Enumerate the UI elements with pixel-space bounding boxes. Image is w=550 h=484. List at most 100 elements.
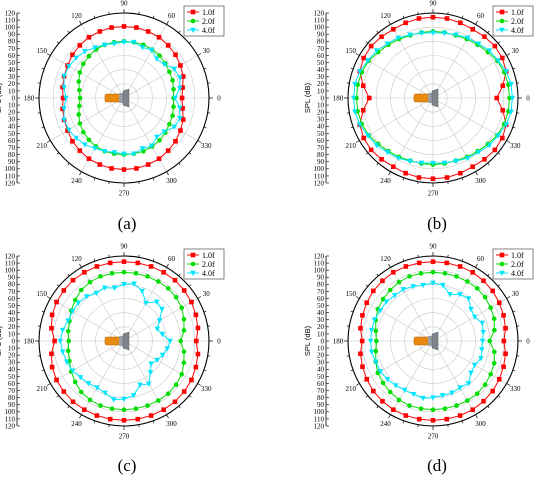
data-point-1.0f bbox=[380, 278, 385, 284]
data-point-4.0f bbox=[57, 338, 64, 344]
radial-tick-label: 50 bbox=[317, 59, 325, 67]
polar-chart-d-svg: 0306090120150180210240270300330010102020… bbox=[303, 243, 534, 441]
radial-tick-label: 100 bbox=[314, 408, 325, 416]
angle-tick-mark bbox=[79, 263, 82, 268]
angle-tick-mark bbox=[487, 273, 490, 277]
polar-chart-a: 0 30 60 90 120 150 180 210 240 270 300 330 0 10 10 20 20… bbox=[0, 0, 275, 242]
angle-tick-label: 120 bbox=[71, 12, 82, 20]
radial-tick-label: 110 bbox=[314, 172, 325, 180]
angle-tick-label: 270 bbox=[428, 433, 439, 441]
data-point-1.0f bbox=[360, 313, 365, 318]
angle-tick-label: 240 bbox=[71, 177, 82, 185]
angle-tick-label: 60 bbox=[477, 255, 485, 263]
angle-tick-label: 60 bbox=[168, 255, 176, 263]
data-point-1.0f bbox=[54, 377, 59, 383]
radial-tick-label: 20 bbox=[8, 323, 16, 331]
data-point-1.0f bbox=[121, 167, 127, 172]
data-point-1.0f bbox=[482, 157, 487, 162]
data-point-1.0f bbox=[195, 325, 201, 331]
radial-tick-label: 120 bbox=[314, 252, 325, 260]
grid-spoke bbox=[359, 97, 434, 141]
caption-c: (c) bbox=[117, 456, 137, 475]
data-point-1.0f bbox=[360, 83, 366, 88]
data-point-2.0f bbox=[109, 271, 115, 276]
data-point-1.0f bbox=[458, 170, 463, 176]
angle-tick-mark bbox=[388, 263, 391, 268]
legend-label-2.0f: 2.0f bbox=[202, 17, 215, 26]
angle-tick-mark bbox=[475, 171, 478, 176]
data-point-1.0f bbox=[180, 106, 185, 111]
data-point-4.0f bbox=[159, 352, 166, 359]
angle-tick-mark bbox=[461, 15, 464, 19]
data-point-1.0f bbox=[70, 399, 76, 405]
data-point-4.0f bbox=[368, 327, 375, 334]
data-point-1.0f bbox=[358, 351, 363, 357]
radial-tick-label: 60 bbox=[317, 380, 325, 388]
data-point-1.0f bbox=[470, 164, 475, 170]
data-point-2.0f bbox=[454, 274, 459, 279]
angle-tick-mark bbox=[512, 67, 516, 70]
data-point-4.0f bbox=[75, 300, 82, 306]
data-point-4.0f bbox=[418, 30, 425, 37]
angle-tick-label: 150 bbox=[36, 290, 47, 298]
data-point-2.0f bbox=[87, 279, 93, 285]
angle-tick-mark bbox=[79, 414, 82, 419]
radial-tick-label: 10 bbox=[317, 344, 325, 352]
data-point-2.0f bbox=[77, 70, 83, 75]
radial-tick-label: 120 bbox=[314, 179, 325, 187]
data-point-4.0f bbox=[63, 95, 69, 101]
angle-tick-mark bbox=[166, 263, 169, 268]
data-point-4.0f bbox=[395, 155, 402, 162]
legend-marker-4.0f bbox=[190, 270, 196, 276]
data-point-4.0f bbox=[457, 385, 463, 391]
data-point-1.0f bbox=[368, 43, 374, 49]
angle-tick-label: 30 bbox=[512, 290, 520, 298]
radial-tick-label: 120 bbox=[5, 252, 16, 260]
data-point-4.0f bbox=[479, 338, 486, 344]
data-point-4.0f bbox=[66, 63, 72, 70]
data-point-2.0f bbox=[181, 316, 187, 322]
grid-spoke bbox=[432, 298, 507, 342]
data-point-1.0f bbox=[86, 156, 92, 162]
data-point-1.0f bbox=[492, 147, 498, 153]
angle-tick-mark bbox=[376, 162, 379, 166]
data-point-4.0f bbox=[159, 306, 165, 313]
angle-tick-label: 300 bbox=[166, 420, 177, 428]
angle-tick-mark bbox=[188, 41, 192, 44]
angle-tick-mark bbox=[197, 53, 202, 56]
radial-tick-label: 0 bbox=[321, 94, 325, 102]
data-point-1.0f bbox=[501, 313, 506, 318]
data-point-4.0f bbox=[352, 109, 358, 115]
data-point-4.0f bbox=[82, 142, 88, 148]
data-point-2.0f bbox=[171, 104, 176, 110]
data-point-1.0f bbox=[503, 351, 508, 357]
data-point-1.0f bbox=[457, 413, 463, 418]
data-point-2.0f bbox=[442, 406, 448, 411]
legend-label-2.0f: 2.0f bbox=[511, 260, 524, 269]
data-point-1.0f bbox=[148, 264, 154, 269]
angle-tick-label: 300 bbox=[166, 177, 177, 185]
data-point-2.0f bbox=[66, 338, 72, 344]
data-point-4.0f bbox=[391, 293, 398, 299]
angle-tick-mark bbox=[388, 171, 391, 176]
data-point-4.0f bbox=[430, 160, 436, 167]
angle-tick-label: 60 bbox=[477, 12, 485, 20]
angle-tick-mark bbox=[512, 369, 516, 372]
angle-tick-mark bbox=[365, 41, 369, 44]
radial-tick-label: 100 bbox=[314, 267, 325, 275]
angle-tick-label: 270 bbox=[119, 190, 130, 198]
data-point-1.0f bbox=[193, 338, 199, 344]
data-point-2.0f bbox=[492, 349, 497, 355]
transducer-body-icon bbox=[413, 336, 430, 346]
angle-tick-label: 0 bbox=[217, 95, 221, 103]
legend-label-4.0f: 4.0f bbox=[511, 269, 524, 278]
data-point-4.0f bbox=[172, 95, 178, 101]
data-point-4.0f bbox=[159, 331, 166, 338]
data-point-4.0f bbox=[509, 95, 516, 101]
radial-tick-label: 70 bbox=[8, 288, 16, 296]
angle-tick-label: 30 bbox=[512, 47, 520, 55]
data-point-2.0f bbox=[133, 406, 139, 411]
angle-tick-mark bbox=[350, 67, 354, 70]
transducer-neck-icon bbox=[119, 93, 123, 103]
radial-tick-label: 40 bbox=[317, 123, 325, 131]
